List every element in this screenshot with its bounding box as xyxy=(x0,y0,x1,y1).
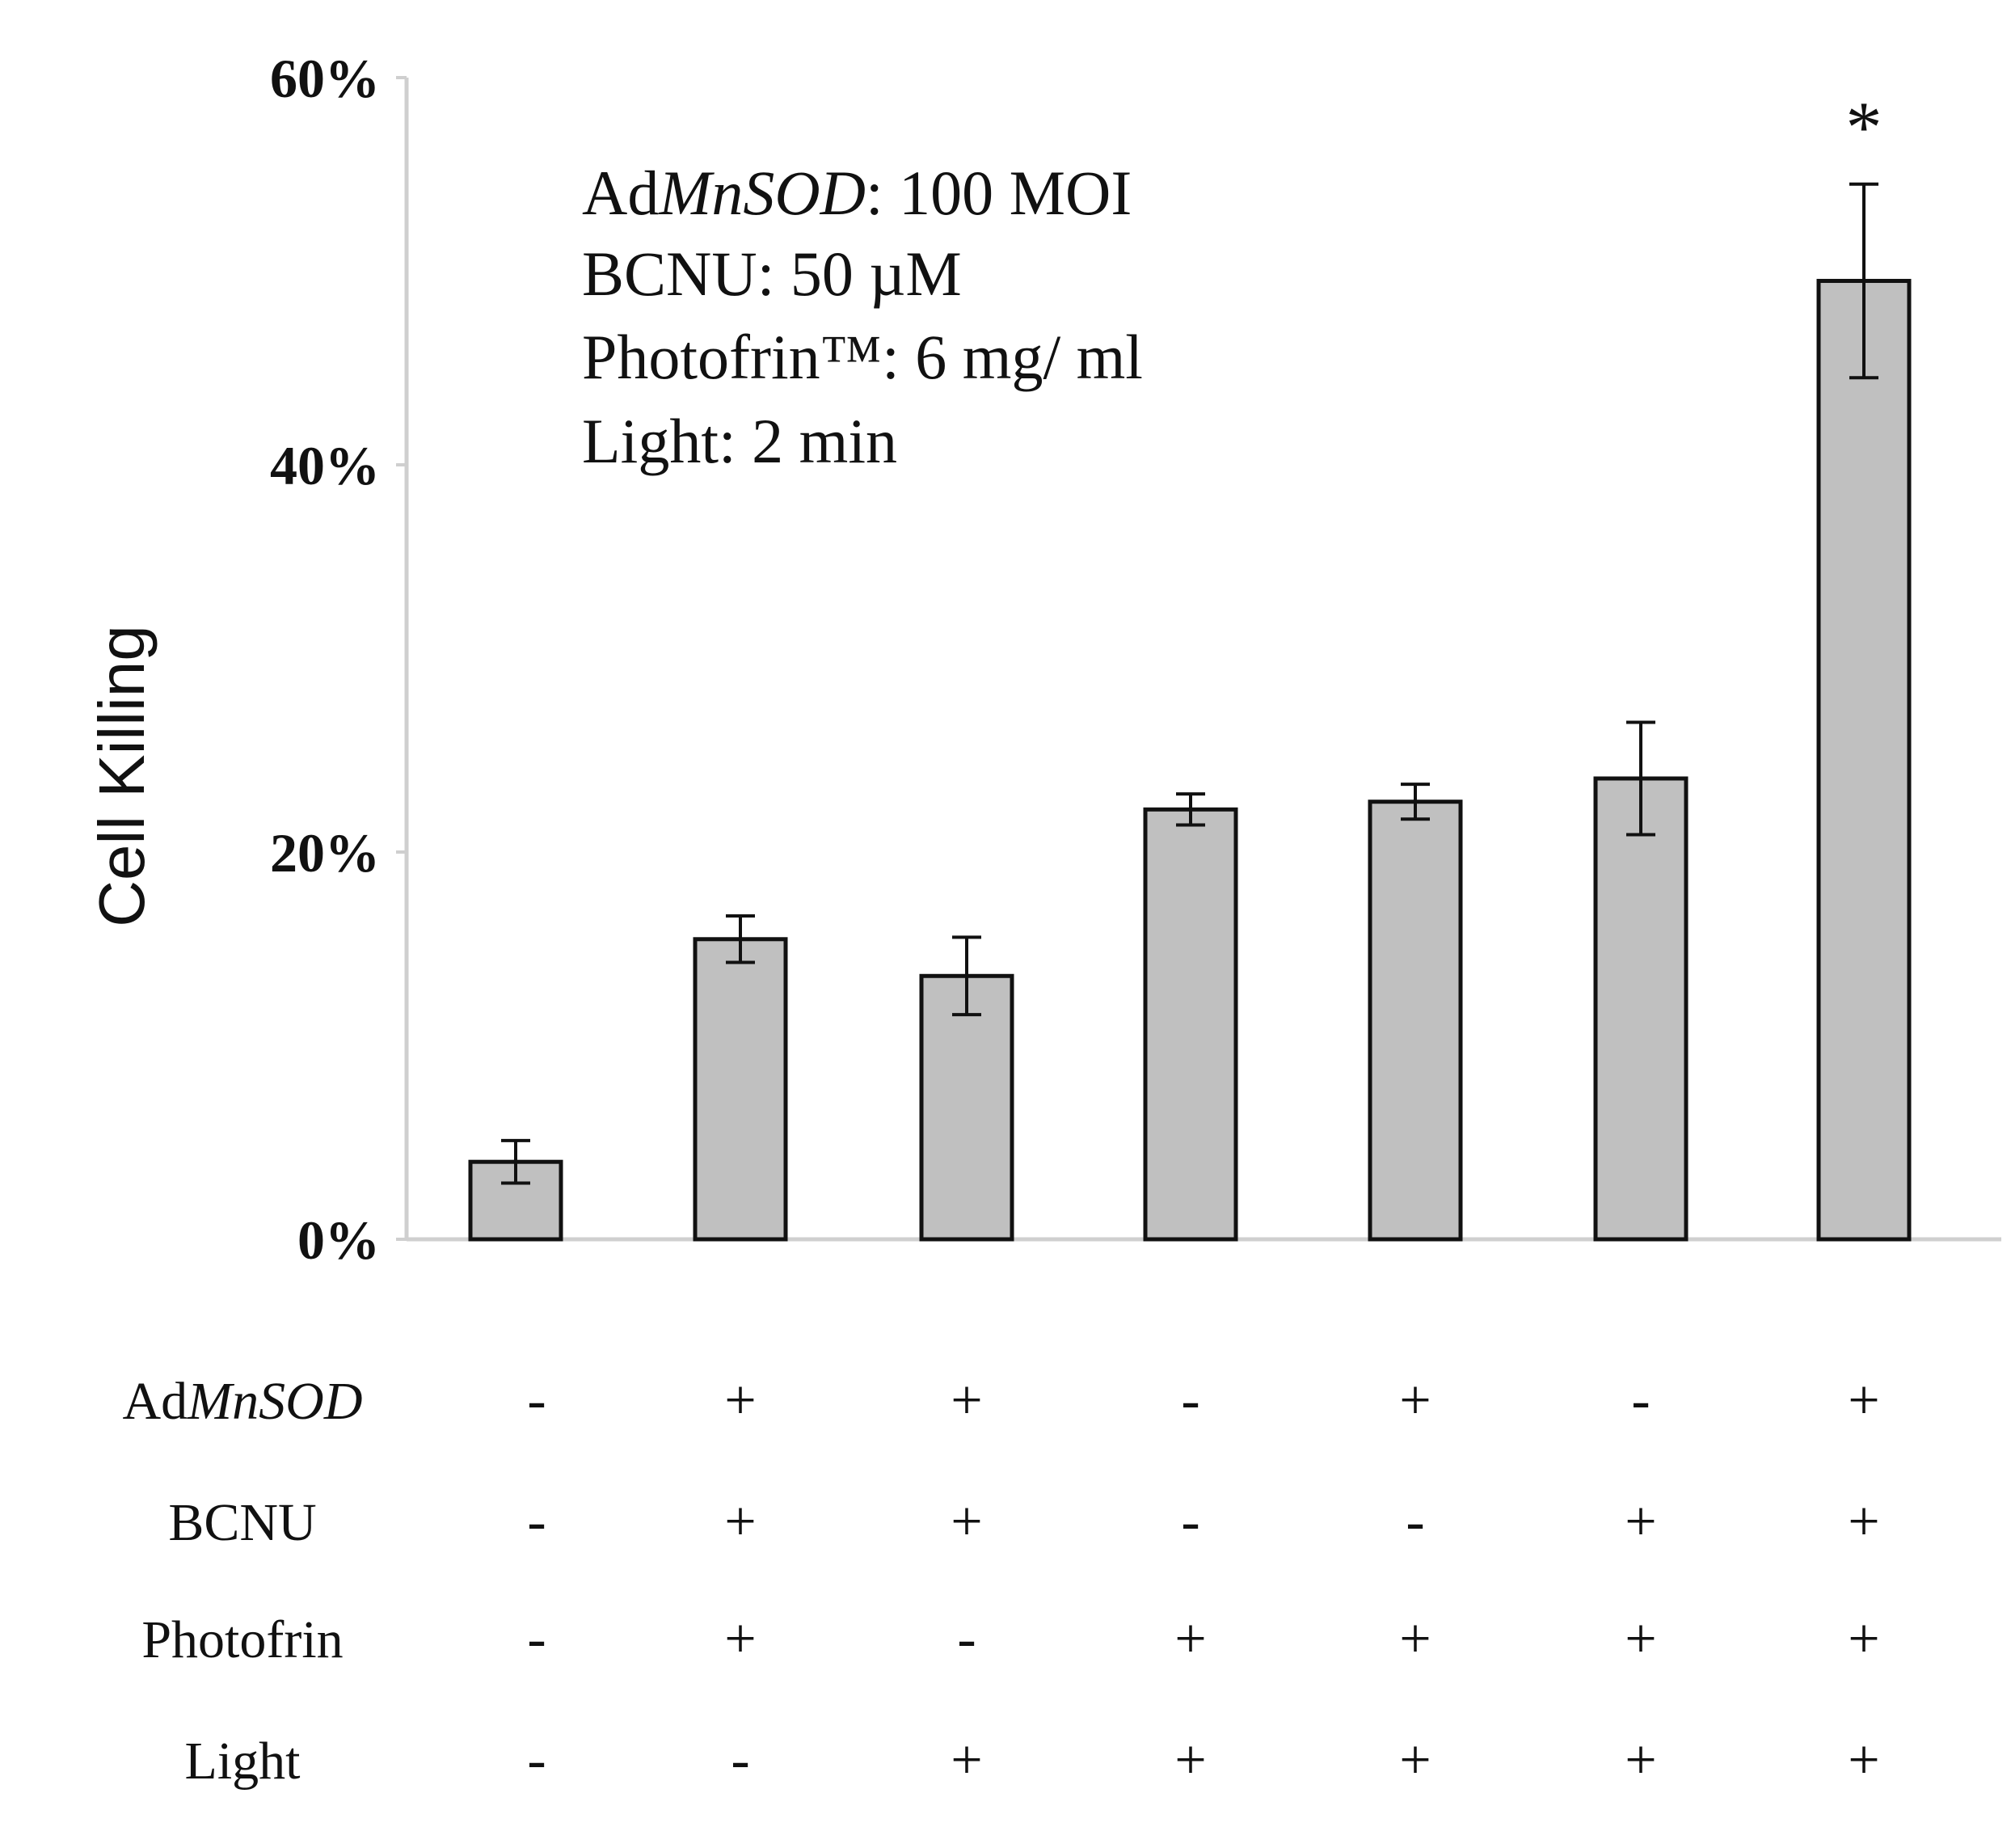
annotation-box: AdMnSOD: 100 MOI BCNU: 50 µM Photofrin™:… xyxy=(582,158,1143,476)
condition-plus: + xyxy=(724,1491,756,1553)
condition-minus: - xyxy=(1181,1369,1199,1432)
error-bar xyxy=(726,914,755,964)
annotation-admnsod: AdMnSOD: 100 MOI xyxy=(582,158,1132,228)
condition-label-italic: MnSOD xyxy=(187,1372,362,1431)
y-axis-label: Cell Killing xyxy=(86,625,158,926)
condition-label-prefix: Ad xyxy=(123,1372,188,1431)
condition-minus: - xyxy=(527,1491,546,1553)
condition-minus: - xyxy=(1181,1491,1199,1553)
error-bar xyxy=(1626,720,1655,837)
condition-plus: + xyxy=(1848,1729,1879,1791)
bars: * xyxy=(468,88,1912,1242)
condition-plus: + xyxy=(951,1729,982,1791)
error-bar xyxy=(501,1138,530,1185)
y-tick-labels: 0% 20% 40% 60% xyxy=(270,48,407,1271)
condition-label-text: Photofrin xyxy=(141,1610,343,1669)
condition-label: Light xyxy=(185,1732,301,1791)
condition-plus: + xyxy=(1625,1608,1656,1670)
condition-label-text: BCNU xyxy=(168,1493,316,1552)
annotation-light: Light: 2 min xyxy=(582,406,897,476)
condition-plus: + xyxy=(1399,1729,1431,1791)
y-tick-label: 0% xyxy=(297,1209,380,1271)
bar xyxy=(1593,776,1688,1242)
condition-label-text: Light xyxy=(185,1732,301,1791)
condition-plus: + xyxy=(1399,1608,1431,1670)
condition-plus: + xyxy=(1399,1369,1431,1432)
condition-plus: + xyxy=(951,1491,982,1553)
bar xyxy=(1816,278,1912,1242)
condition-plus: + xyxy=(724,1369,756,1432)
significance-marker: * xyxy=(1846,88,1882,168)
condition-plus: + xyxy=(1625,1491,1656,1553)
condition-minus: - xyxy=(527,1729,546,1791)
y-tick-label: 40% xyxy=(270,435,380,496)
annotation-admnsod-italic: MnSOD xyxy=(658,158,866,228)
condition-label: AdMnSOD xyxy=(123,1372,363,1431)
condition-minus: - xyxy=(731,1729,749,1791)
error-bar xyxy=(952,935,981,1017)
condition-minus: - xyxy=(527,1369,546,1432)
condition-minus: - xyxy=(1631,1369,1650,1432)
error-bar xyxy=(1401,783,1430,821)
annotation-photofrin: Photofrin™: 6 mg/ ml xyxy=(582,322,1143,392)
condition-plus: + xyxy=(724,1608,756,1670)
annotation-bcnu: BCNU: 50 µM xyxy=(582,238,962,309)
condition-minus: - xyxy=(527,1608,546,1670)
annotation-admnsod-prefix: Ad xyxy=(582,158,659,228)
condition-plus: + xyxy=(1625,1729,1656,1791)
y-tick-label: 20% xyxy=(270,822,380,884)
bar xyxy=(1143,807,1238,1242)
condition-label: BCNU xyxy=(168,1493,316,1552)
condition-plus: + xyxy=(1848,1369,1879,1432)
condition-minus: - xyxy=(957,1608,976,1670)
condition-plus: + xyxy=(1848,1608,1879,1670)
condition-table: AdMnSOD - + + - + - + BCNU - + + - - + + Photofrin - + - + + +… xyxy=(123,1369,1880,1791)
condition-plus: + xyxy=(951,1369,982,1432)
condition-label: Photofrin xyxy=(141,1610,343,1669)
y-tick-label: 60% xyxy=(270,48,380,109)
annotation-admnsod-value: : 100 MOI xyxy=(866,158,1132,228)
condition-minus: - xyxy=(1406,1491,1424,1553)
bar xyxy=(693,937,788,1242)
condition-plus: + xyxy=(1174,1608,1206,1670)
condition-plus: + xyxy=(1174,1729,1206,1791)
error-bar xyxy=(1849,182,1878,380)
condition-plus: + xyxy=(1848,1491,1879,1553)
error-bar xyxy=(1176,792,1205,827)
bar xyxy=(1368,800,1463,1242)
